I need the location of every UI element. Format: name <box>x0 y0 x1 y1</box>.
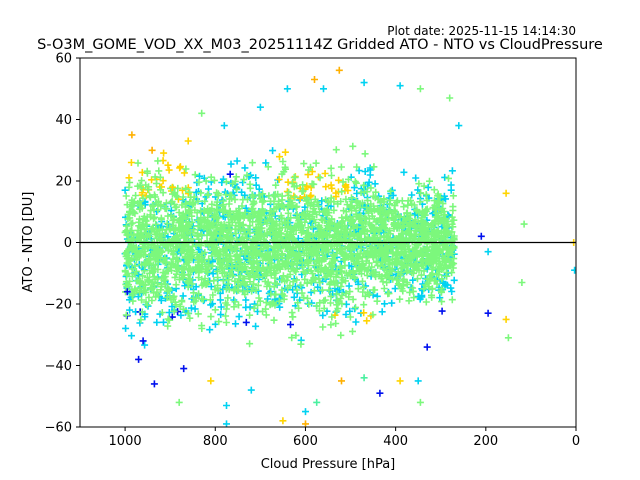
data-point <box>518 279 526 286</box>
data-point <box>423 343 431 351</box>
data-point <box>121 186 129 194</box>
data-point <box>396 377 404 385</box>
data-point <box>416 398 424 406</box>
data-point <box>477 232 485 240</box>
data-point <box>128 131 136 139</box>
data-point <box>198 109 206 117</box>
data-point <box>148 146 156 154</box>
data-point <box>126 306 134 314</box>
data-point <box>223 402 230 409</box>
data-point <box>320 85 327 93</box>
data-point <box>175 398 183 406</box>
data-point <box>360 374 368 382</box>
data-point <box>313 398 321 406</box>
data-points <box>121 66 576 427</box>
data-point <box>311 76 318 83</box>
y-axis-ticks: −60 −40 −20 0 20 40 60 <box>45 52 80 436</box>
data-point <box>139 337 147 345</box>
plot-date: Plot date: 2025-11-15 14:14:30 <box>387 24 576 38</box>
data-point <box>123 288 131 296</box>
y-tick-label: 0 <box>64 236 72 251</box>
point-cloud-light-green <box>121 142 458 348</box>
data-point <box>302 420 309 427</box>
data-point <box>414 377 422 385</box>
data-point <box>207 377 215 385</box>
data-point <box>220 122 228 130</box>
data-point <box>256 103 264 111</box>
x-tick-label: 800 <box>203 434 228 449</box>
data-point <box>502 189 510 197</box>
data-point <box>283 85 291 93</box>
y-tick-label: −40 <box>45 359 72 374</box>
y-tick-label: −60 <box>45 421 72 436</box>
data-point <box>360 79 368 87</box>
data-point <box>279 417 287 425</box>
data-point <box>338 377 345 385</box>
data-point <box>484 248 492 256</box>
data-point <box>455 122 463 130</box>
data-point <box>446 94 454 102</box>
x-tick-label: 600 <box>293 434 318 449</box>
chart-title: S-O3M_GOME_VOD_XX_M03_20251114Z Gridded … <box>37 37 603 53</box>
x-tick-label: 0 <box>572 434 580 449</box>
data-point <box>302 408 309 416</box>
data-point <box>335 66 343 74</box>
x-axis-label: Cloud Pressure [hPa] <box>261 457 396 472</box>
data-point <box>168 183 176 191</box>
data-point <box>502 315 510 323</box>
data-point <box>126 214 134 222</box>
x-tick-label: 200 <box>473 434 498 449</box>
point-cloud <box>121 142 458 349</box>
data-point <box>571 266 576 274</box>
data-point <box>504 334 512 342</box>
data-point <box>247 386 255 394</box>
x-axis-ticks: 1000 800 600 400 200 0 <box>109 427 580 449</box>
data-point <box>180 365 188 373</box>
plot-area <box>80 66 576 427</box>
data-point <box>520 220 528 228</box>
y-tick-label: 60 <box>55 52 72 67</box>
data-point <box>396 82 404 90</box>
y-tick-label: 20 <box>55 175 72 190</box>
y-tick-label: −20 <box>45 298 72 313</box>
x-tick-label: 400 <box>383 434 408 449</box>
data-point <box>135 355 143 363</box>
data-point <box>184 137 192 145</box>
x-tick-label: 1000 <box>109 434 142 449</box>
data-point <box>223 420 230 427</box>
data-point <box>484 309 492 317</box>
data-point <box>376 389 384 397</box>
data-point <box>150 380 158 388</box>
data-point <box>416 85 424 93</box>
y-axis-label: ATO - NTO [DU] <box>21 192 36 293</box>
y-tick-label: 40 <box>55 113 72 128</box>
